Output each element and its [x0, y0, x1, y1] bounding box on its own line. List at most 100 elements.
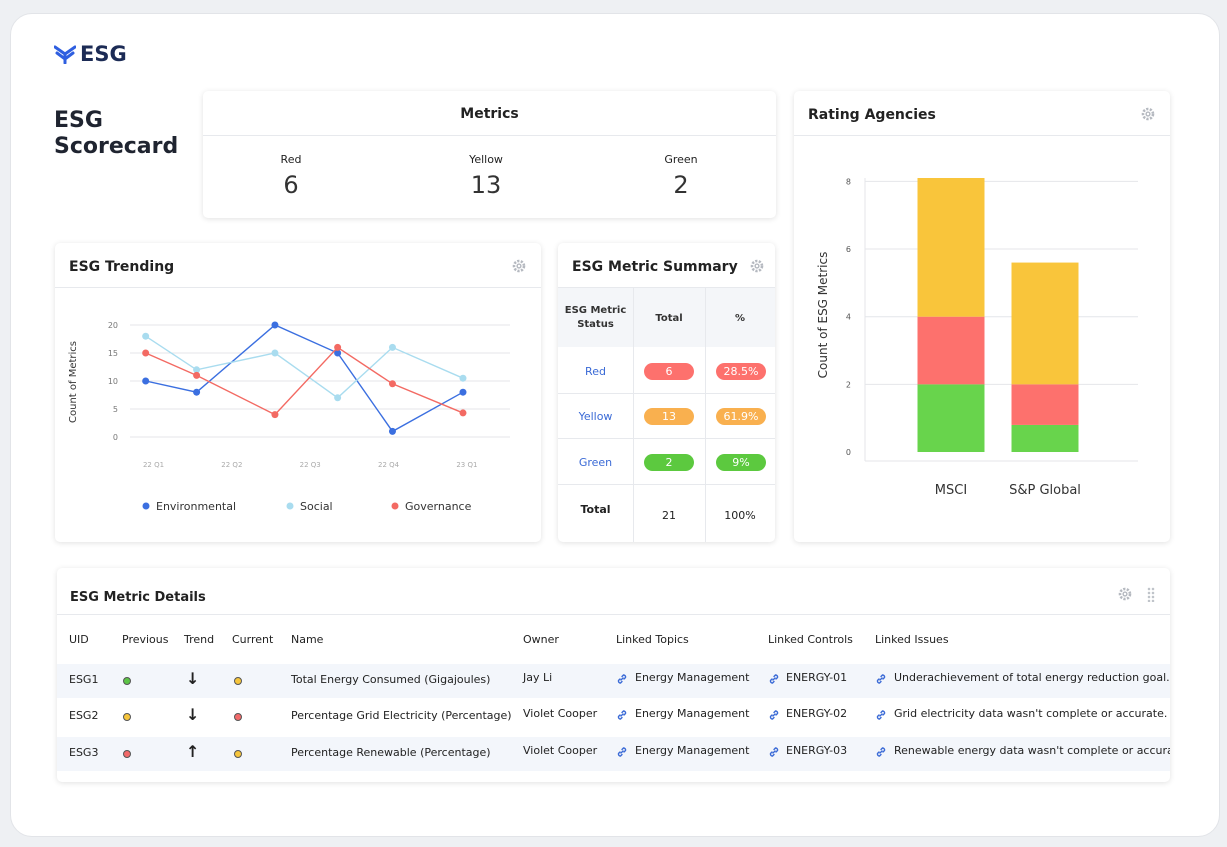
linked-issue[interactable]: Grid electricity data wasn't complete or…: [894, 707, 1168, 720]
y-tick-label: 15: [108, 349, 118, 358]
previous-status-dot: [123, 750, 131, 758]
owner: Jay Li: [523, 671, 553, 684]
link-icon: [876, 674, 886, 684]
percent-pill: 9%: [716, 454, 766, 471]
legend-label: Environmental: [156, 500, 236, 513]
data-point: [193, 371, 201, 379]
page-title: ESG Scorecard: [54, 108, 179, 159]
previous-status-dot: [123, 677, 131, 685]
linked-control[interactable]: ENERGY-03: [786, 744, 848, 757]
linked-topic[interactable]: Energy Management: [635, 744, 750, 757]
column-header: UID: [69, 633, 89, 646]
table-row[interactable]: [57, 700, 1170, 734]
bar-segment: [1011, 262, 1079, 385]
data-point: [388, 427, 396, 435]
metric-label: Yellow: [469, 153, 503, 166]
trend-arrow: ↓: [186, 705, 200, 724]
linked-topic[interactable]: Energy Management: [635, 671, 750, 684]
percent-pill: 61.9%: [716, 408, 766, 425]
data-point: [271, 321, 279, 329]
linked-topic[interactable]: Energy Management: [635, 707, 750, 720]
panel-title: Metrics: [460, 106, 519, 122]
total-label: Total: [580, 503, 611, 516]
link-icon: [617, 710, 627, 720]
y-axis-label: Count of Metrics: [68, 341, 79, 423]
settings-icon[interactable]: [750, 259, 764, 273]
details-panel: ESG Metric Details UID Previous Trend Curren…: [57, 568, 1170, 782]
gear-hole: [1123, 592, 1127, 596]
previous-status-dot: [123, 713, 131, 721]
column-header: Linked Issues: [875, 633, 949, 646]
series-line: [145, 335, 464, 399]
column-header: Linked Controls: [768, 633, 853, 646]
link-shape: [617, 710, 627, 720]
column-header: Total: [655, 313, 683, 324]
rating-panel: Rating Agencies 0 2 4 6 8 Count of ESG Metrics…: [794, 91, 1170, 542]
gear-hole: [517, 264, 521, 268]
bar-segment: [917, 178, 985, 317]
data-point: [459, 409, 467, 417]
column-header: Current: [232, 633, 274, 646]
legend-label: Governance: [405, 500, 472, 513]
y-tick-label: 8: [846, 177, 851, 186]
y-axis-label: Count of ESG Metrics: [816, 252, 830, 379]
y-tick-label: 4: [846, 313, 851, 322]
x-tick-label: 23 Q1: [456, 461, 477, 469]
linked-issue[interactable]: Renewable energy data wasn't complete or…: [894, 744, 1170, 757]
link-shape: [617, 674, 627, 684]
link-icon: [769, 674, 779, 684]
column-header: ESG Metric Status: [564, 305, 627, 330]
total-value: 21: [662, 509, 676, 522]
drag-handle[interactable]: [1147, 587, 1155, 602]
x-tick-label: MSCI: [935, 483, 967, 498]
x-tick-label: 22 Q4: [378, 461, 400, 469]
logo: ESG: [54, 42, 127, 66]
total-pill: 13: [644, 408, 694, 425]
panel-title: Rating Agencies: [808, 107, 936, 123]
table-row[interactable]: [57, 737, 1170, 771]
uid: ESG3: [69, 746, 99, 759]
header-band: [558, 288, 775, 347]
table-row[interactable]: [57, 664, 1170, 698]
data-point: [142, 349, 150, 357]
metric-value: 2: [673, 171, 689, 199]
link-icon: [769, 710, 779, 720]
linked-control[interactable]: ENERGY-01: [786, 671, 848, 684]
rating-chart: 0 2 4 6 8 Count of ESG Metrics MSCI S&P Global: [816, 177, 1138, 498]
data-point: [459, 374, 467, 382]
gear-ring: [512, 259, 526, 273]
divider: [794, 135, 1170, 136]
linked-issue[interactable]: Underachievement of total energy reducti…: [894, 671, 1170, 684]
settings-icon[interactable]: [1141, 107, 1155, 121]
total-pill: 2: [644, 454, 694, 471]
data-point: [388, 343, 396, 351]
settings-icon[interactable]: [512, 259, 526, 273]
total-percent: 100%: [724, 509, 756, 522]
owner: Violet Cooper: [523, 707, 598, 720]
owner: Violet Cooper: [523, 744, 598, 757]
settings-icon[interactable]: [1118, 587, 1132, 601]
status-label: Green: [578, 456, 613, 469]
data-point: [142, 332, 150, 340]
uid: ESG2: [69, 709, 99, 722]
trend-arrow: ↓: [186, 669, 200, 688]
data-point: [334, 343, 342, 351]
link-icon: [617, 674, 627, 684]
y-tick-label: 0: [113, 433, 118, 442]
metric-label: Red: [280, 153, 302, 166]
x-tick-label: 22 Q1: [143, 461, 164, 469]
current-status-dot: [234, 677, 242, 685]
metric-value: 13: [470, 171, 502, 199]
gear-hole: [1146, 112, 1150, 116]
linked-control[interactable]: ENERGY-02: [786, 707, 848, 720]
legend-label: Social: [300, 500, 333, 513]
series-line: [145, 324, 464, 433]
y-tick-label: 6: [846, 245, 851, 254]
row-divider: [558, 438, 775, 439]
link-icon: [769, 747, 779, 757]
link-shape: [617, 747, 627, 757]
x-tick-label: 22 Q3: [300, 461, 321, 469]
series-line: [145, 346, 464, 416]
trending-chart: 0 5 10 15 20 22 Q1 22 Q2 22 Q3 22 Q4 23 Q1 Count o…: [68, 321, 510, 513]
data-point: [334, 349, 342, 357]
